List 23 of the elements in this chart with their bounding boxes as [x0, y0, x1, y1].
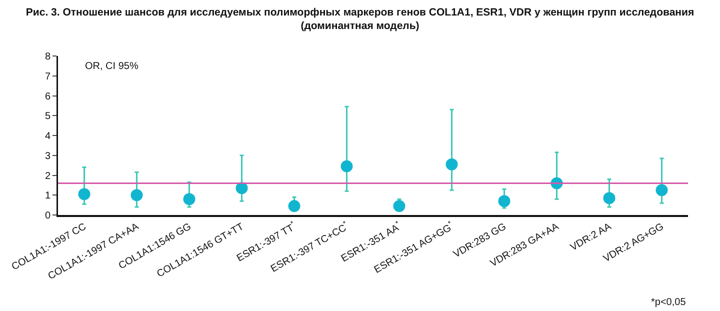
y-tick-label: 3 [44, 150, 51, 162]
y-tick-label: 6 [44, 91, 51, 102]
point [393, 200, 406, 212]
y-tick-label: 8 [44, 52, 51, 62]
y-tick-label: 0 [44, 210, 51, 222]
point [656, 184, 668, 196]
y-tick-label: 2 [44, 170, 51, 182]
point [340, 160, 353, 172]
point [498, 195, 510, 208]
point [78, 188, 90, 200]
point [236, 182, 248, 194]
y-tick-label: 7 [44, 71, 51, 82]
text: *p<0,05 [651, 297, 686, 308]
point [288, 200, 300, 212]
point [130, 189, 143, 202]
point [183, 193, 196, 206]
annotation: OR, CI 95% [85, 61, 138, 72]
point [446, 158, 458, 170]
y-tick-label: 5 [44, 111, 51, 122]
point [603, 192, 616, 204]
chart-title: Рис. 3. Отношение шансов для исследуемых полиморфных маркеров генов COL1A1, ESR1, VDR у женщин групп исследования (доминантная модель) [26, 6, 694, 32]
y-tick-label: 1 [44, 190, 51, 202]
y-tick-label: 4 [44, 131, 51, 142]
